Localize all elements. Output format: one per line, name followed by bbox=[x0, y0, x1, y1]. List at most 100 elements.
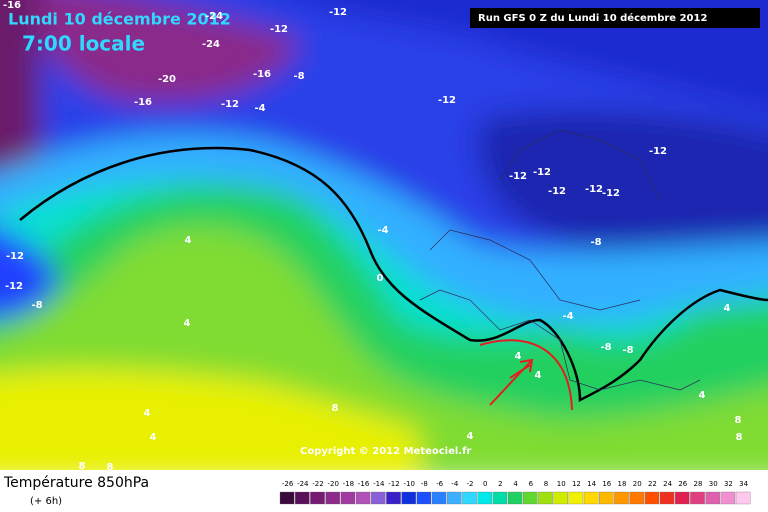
legend-swatch bbox=[416, 491, 432, 505]
legend-swatch bbox=[386, 491, 401, 505]
legend-swatch bbox=[583, 491, 599, 505]
run-label: Run GFS 0 Z du Lundi 10 décembre 2012 bbox=[478, 12, 707, 24]
legend-tick-label: 10 bbox=[557, 480, 566, 488]
contour-label: -4 bbox=[562, 311, 573, 322]
contour-label: -4 bbox=[377, 225, 388, 236]
legend-swatch bbox=[599, 491, 614, 505]
temperature-field bbox=[0, 0, 768, 480]
contour-label: -12 bbox=[270, 24, 288, 35]
legend-tick-label: 2 bbox=[498, 480, 502, 488]
legend-tick-label: 24 bbox=[663, 480, 672, 488]
contour-label: -12 bbox=[509, 171, 527, 182]
contour-label: -20 bbox=[158, 74, 176, 85]
contour-label: 8 bbox=[332, 403, 339, 414]
contour-label: -16 bbox=[253, 69, 271, 80]
legend-tick-label: 0 bbox=[483, 480, 487, 488]
legend-swatch bbox=[355, 491, 371, 505]
legend-swatch bbox=[401, 491, 416, 505]
legend-swatch bbox=[325, 491, 340, 505]
contour-label: -12 bbox=[533, 167, 551, 178]
legend-tick-label: -4 bbox=[451, 480, 459, 488]
contour-label: 8 bbox=[735, 415, 742, 426]
legend-tick-label: 4 bbox=[513, 480, 518, 488]
legend-tick-label: 18 bbox=[618, 480, 627, 488]
legend-tick-label: 12 bbox=[572, 480, 581, 488]
contour-label: 4 bbox=[150, 432, 157, 443]
contour-label: 4 bbox=[185, 235, 192, 246]
legend-tick-label: -26 bbox=[282, 480, 294, 488]
legend-tick-label: -20 bbox=[327, 480, 338, 488]
legend-swatch bbox=[477, 491, 492, 505]
legend-tick-label: 22 bbox=[648, 480, 657, 488]
legend-swatch bbox=[675, 491, 690, 505]
contour-label: -8 bbox=[590, 237, 601, 248]
legend-tick-label: 16 bbox=[602, 480, 611, 488]
contour-label: -16 bbox=[3, 0, 21, 11]
legend-tick-label: -14 bbox=[373, 480, 385, 488]
contour-label: -8 bbox=[31, 300, 42, 311]
annotation-arrows bbox=[479, 339, 573, 411]
legend-swatch bbox=[447, 491, 462, 505]
contour-label: -12 bbox=[602, 188, 620, 199]
contour-label: 4 bbox=[144, 408, 151, 419]
contour-label: 4 bbox=[184, 318, 191, 329]
contour-label: -8 bbox=[622, 345, 633, 356]
legend-swatch bbox=[462, 491, 477, 505]
contour-label: -24 bbox=[202, 39, 220, 50]
contour-label: 0 bbox=[377, 273, 384, 284]
zero-isotherm bbox=[19, 146, 768, 403]
contour-label: 4 bbox=[724, 303, 731, 314]
copyright: Copyright © 2012 Meteociel.fr bbox=[300, 446, 471, 457]
lead-label: (+ 6h) bbox=[30, 496, 62, 507]
legend-tick-label: 6 bbox=[529, 480, 534, 488]
run-box bbox=[470, 8, 760, 28]
contour-label: 4 bbox=[467, 431, 474, 442]
legend-swatch bbox=[310, 491, 325, 505]
legend-swatch bbox=[568, 491, 584, 505]
contour-label: 4 bbox=[699, 390, 706, 401]
legend-tick-label: 8 bbox=[544, 480, 548, 488]
legend-swatch bbox=[659, 491, 675, 505]
contour-label: 8 bbox=[736, 432, 743, 443]
legend-swatch bbox=[523, 491, 538, 505]
contour-label: -12 bbox=[438, 95, 456, 106]
legend-swatch bbox=[295, 491, 310, 505]
legend-swatch bbox=[629, 491, 644, 505]
legend-swatch bbox=[507, 491, 523, 505]
legend-swatch bbox=[279, 491, 295, 505]
contour-label: -12 bbox=[6, 251, 24, 262]
legend-tick-label: -6 bbox=[436, 480, 444, 488]
legend-swatch bbox=[371, 491, 386, 505]
legend-swatch bbox=[705, 491, 720, 505]
legend-tick-label: -16 bbox=[358, 480, 370, 488]
legend-tick-label: -12 bbox=[388, 480, 399, 488]
legend-swatch bbox=[492, 491, 508, 505]
legend-swatch bbox=[431, 491, 447, 505]
footer-band bbox=[0, 470, 768, 512]
contour-label: -12 bbox=[585, 184, 603, 195]
legend-tick-label: 26 bbox=[678, 480, 687, 488]
legend-tick-label: 28 bbox=[694, 480, 703, 488]
contour-label: -12 bbox=[548, 186, 566, 197]
time-label: 7:00 locale bbox=[22, 32, 145, 56]
legend-tick-label: 34 bbox=[739, 480, 748, 488]
contour-label: 4 bbox=[535, 370, 542, 381]
contour-label: -4 bbox=[254, 103, 265, 114]
contour-label: -12 bbox=[649, 146, 667, 157]
legend-tick-label: -2 bbox=[467, 480, 474, 488]
contour-label: -16 bbox=[134, 97, 152, 108]
contour-label: 4 bbox=[515, 351, 522, 362]
contour-label: -8 bbox=[293, 71, 304, 82]
contour-label: -24 bbox=[205, 11, 223, 22]
legend-tick-label: 14 bbox=[587, 480, 596, 488]
coastlines bbox=[419, 129, 701, 391]
contour-label: -12 bbox=[329, 7, 347, 18]
date-label: Lundi 10 décembre 2012 bbox=[8, 10, 231, 29]
legend-swatch bbox=[690, 491, 705, 505]
legend-swatch bbox=[720, 491, 736, 505]
contour-label: 8 bbox=[79, 461, 86, 472]
legend-tick-label: 30 bbox=[709, 480, 718, 488]
contour-label: -12 bbox=[221, 99, 239, 110]
